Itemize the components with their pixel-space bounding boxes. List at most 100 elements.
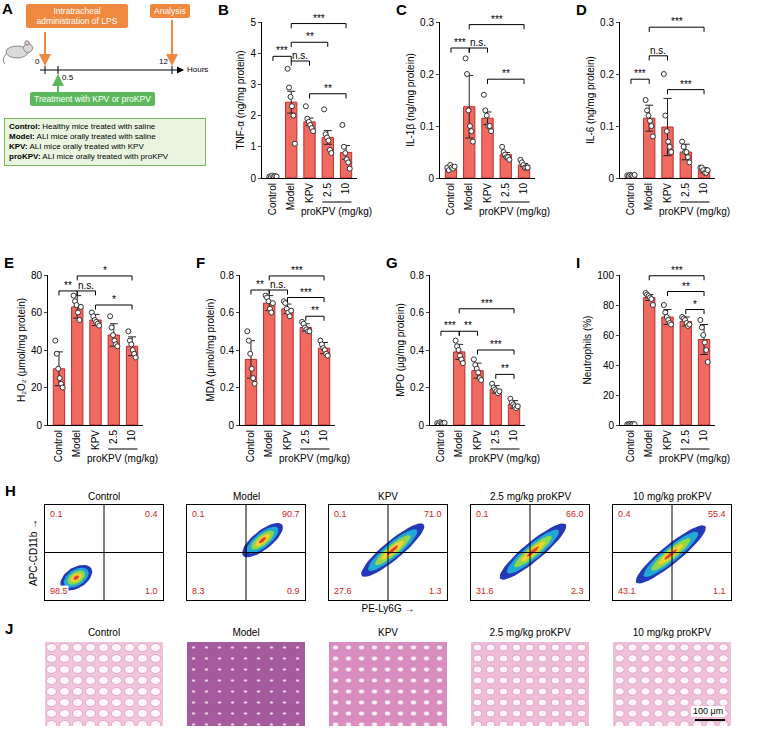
- svg-text:proKPV (mg/kg): proKPV (mg/kg): [469, 453, 540, 464]
- svg-text:**: **: [502, 68, 510, 79]
- svg-text:**: **: [464, 320, 472, 331]
- svg-text:n.s.: n.s.: [78, 280, 94, 291]
- svg-text:0.2: 0.2: [600, 69, 614, 80]
- svg-text:**: **: [501, 363, 509, 374]
- svg-text:10: 10: [126, 430, 137, 442]
- svg-text:Control: Control: [88, 491, 120, 502]
- svg-text:APC-CD11b →: APC-CD11b →: [28, 519, 39, 586]
- svg-text:Model: Model: [285, 183, 296, 210]
- svg-text:**: **: [306, 31, 314, 42]
- svg-text:80: 80: [603, 300, 615, 311]
- svg-text:27.6: 27.6: [334, 586, 352, 596]
- svg-text:90.7: 90.7: [282, 509, 300, 519]
- svg-text:KPV: KPV: [472, 430, 483, 450]
- svg-text:***: ***: [634, 68, 646, 79]
- svg-text:31.6: 31.6: [476, 586, 494, 596]
- svg-text:n.s.: n.s.: [292, 50, 308, 61]
- svg-text:3: 3: [250, 79, 256, 90]
- svg-text:2: 2: [250, 110, 256, 121]
- svg-text:n.s.: n.s.: [470, 37, 486, 48]
- svg-text:Control: Control: [267, 183, 278, 215]
- svg-text:2.5: 2.5: [108, 430, 119, 444]
- svg-text:2.5: 2.5: [322, 183, 333, 197]
- svg-text:**: **: [64, 280, 72, 291]
- svg-text:0: 0: [608, 173, 614, 184]
- svg-text:2.5: 2.5: [490, 430, 501, 444]
- svg-text:proKPV (mg/kg): proKPV (mg/kg): [479, 206, 550, 217]
- svg-text:66.0: 66.0: [566, 509, 584, 519]
- svg-text:71.0: 71.0: [424, 509, 442, 519]
- svg-text:Control: Control: [445, 183, 456, 215]
- svg-text:*: *: [103, 265, 107, 276]
- svg-text:0: 0: [608, 420, 614, 431]
- svg-text:0.6: 0.6: [220, 307, 234, 318]
- svg-text:2.5: 2.5: [500, 183, 511, 197]
- svg-text:TNF-α (ng/mg protein): TNF-α (ng/mg protein): [235, 50, 246, 149]
- svg-text:0.1: 0.1: [476, 509, 489, 519]
- svg-text:8.3: 8.3: [192, 586, 205, 596]
- svg-text:0.1: 0.1: [420, 121, 434, 132]
- svg-text:43.1: 43.1: [618, 586, 636, 596]
- svg-text:***: ***: [454, 37, 466, 48]
- svg-text:1: 1: [250, 141, 256, 152]
- svg-text:n.s.: n.s.: [650, 45, 666, 56]
- svg-text:KPV: KPV: [304, 183, 315, 203]
- svg-text:0.1: 0.1: [600, 121, 614, 132]
- svg-text:MPO (μg/mg protein): MPO (μg/mg protein): [395, 303, 406, 397]
- svg-text:0.4: 0.4: [145, 509, 158, 519]
- svg-text:1.1: 1.1: [713, 586, 726, 596]
- svg-text:proKPV (mg/kg): proKPV (mg/kg): [659, 206, 730, 217]
- svg-text:60: 60: [603, 330, 615, 341]
- svg-text:1.3: 1.3: [429, 586, 442, 596]
- svg-text:n.s.: n.s.: [270, 279, 286, 290]
- svg-text:4: 4: [250, 48, 256, 59]
- svg-text:0.1: 0.1: [50, 509, 63, 519]
- svg-text:***: ***: [490, 339, 502, 350]
- svg-text:2.3: 2.3: [571, 586, 584, 596]
- svg-text:H₂O₂ (μmol/mg protein): H₂O₂ (μmol/mg protein): [16, 298, 27, 402]
- svg-text:***: ***: [671, 16, 683, 27]
- svg-text:Control: Control: [53, 430, 64, 462]
- svg-text:Control: Control: [435, 430, 446, 462]
- svg-text:10: 10: [698, 183, 709, 195]
- svg-text:100: 100: [597, 270, 614, 281]
- svg-text:0.1: 0.1: [192, 509, 205, 519]
- svg-text:Neutrophils (%): Neutrophils (%): [582, 316, 593, 385]
- svg-text:0.4: 0.4: [410, 345, 424, 356]
- svg-text:Model: Model: [453, 430, 464, 457]
- svg-text:0.8: 0.8: [410, 270, 424, 281]
- svg-text:proKPV (mg/kg): proKPV (mg/kg): [87, 453, 158, 464]
- svg-text:KPV: KPV: [662, 430, 673, 450]
- svg-text:proKPV (mg/kg): proKPV (mg/kg): [279, 453, 350, 464]
- svg-text:10: 10: [518, 183, 529, 195]
- svg-text:80: 80: [31, 270, 43, 281]
- svg-text:MDA (μmol/mg protein): MDA (μmol/mg protein): [205, 298, 216, 401]
- svg-text:40: 40: [603, 360, 615, 371]
- svg-text:***: ***: [276, 45, 288, 56]
- svg-text:IL-6 (ng/mg protein): IL-6 (ng/mg protein): [585, 56, 596, 144]
- svg-text:Model: Model: [643, 183, 654, 210]
- svg-text:0: 0: [250, 173, 256, 184]
- svg-text:Model: Model: [263, 430, 274, 457]
- svg-text:55.4: 55.4: [708, 509, 726, 519]
- svg-text:2.5: 2.5: [680, 430, 691, 444]
- svg-text:*: *: [693, 299, 697, 310]
- svg-text:***: ***: [313, 13, 325, 24]
- svg-text:proKPV (mg/kg): proKPV (mg/kg): [301, 206, 372, 217]
- svg-text:40: 40: [31, 345, 43, 356]
- svg-text:10: 10: [340, 183, 351, 195]
- svg-text:Model: Model: [71, 430, 82, 457]
- svg-text:60: 60: [31, 307, 43, 318]
- svg-text:**: **: [311, 305, 319, 316]
- svg-text:PE-Ly6G →: PE-Ly6G →: [362, 603, 415, 614]
- svg-text:**: **: [682, 281, 690, 292]
- svg-text:KPV: KPV: [282, 430, 293, 450]
- svg-text:0: 0: [428, 173, 434, 184]
- svg-text:***: ***: [300, 287, 312, 298]
- svg-text:0.3: 0.3: [420, 17, 434, 28]
- svg-text:0.9: 0.9: [287, 586, 300, 596]
- svg-text:IL-1β (ng/mg protein): IL-1β (ng/mg protein): [405, 53, 416, 147]
- svg-text:0.2: 0.2: [410, 382, 424, 393]
- svg-text:2.5: 2.5: [300, 430, 311, 444]
- svg-text:0.1: 0.1: [334, 509, 347, 519]
